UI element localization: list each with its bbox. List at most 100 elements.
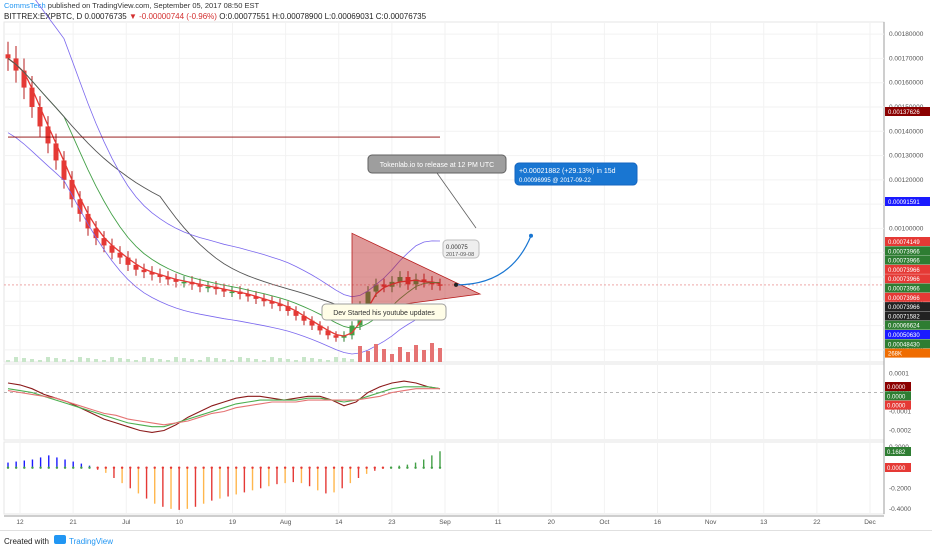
volume-bar <box>270 357 274 362</box>
price-tag <box>885 339 930 349</box>
x-tick-label: Nov <box>705 519 717 526</box>
y-tick-label: 0.00130000 <box>889 153 924 160</box>
histogram-dot <box>31 466 34 469</box>
volume-bar <box>190 359 194 362</box>
histogram-dot <box>349 466 352 469</box>
price-tag <box>885 274 930 284</box>
oscillator-line-2 <box>7 388 440 426</box>
volume-bar <box>174 357 178 362</box>
price-tag-label: 0.00091591 <box>888 200 920 206</box>
oscillator-tag <box>885 400 911 410</box>
histogram-dot <box>243 466 246 469</box>
candle-body <box>149 272 155 275</box>
histogram-dot <box>267 466 271 469</box>
price-tag-label: 0.00074149 <box>888 240 920 246</box>
price-tag <box>885 348 930 358</box>
histogram-dot <box>177 466 181 469</box>
volume-bar <box>398 347 402 362</box>
volume-bar <box>158 359 162 362</box>
histogram-dot <box>381 466 385 469</box>
price-tag <box>885 107 930 116</box>
price-tag <box>885 255 930 265</box>
volume-bar <box>22 358 26 362</box>
volume-bar <box>166 360 170 362</box>
y-tick-label: 0.00180000 <box>889 31 924 38</box>
histogram-dot <box>120 466 124 469</box>
volume-bar <box>414 345 418 362</box>
x-tick-label: 13 <box>760 519 768 526</box>
candle-body <box>333 335 339 338</box>
histogram-dot <box>340 466 344 469</box>
x-tick-label: 23 <box>388 519 396 526</box>
volume-bar <box>302 357 306 362</box>
volume-bar <box>286 359 290 362</box>
histogram-dot <box>6 466 10 469</box>
candle-body <box>301 315 307 321</box>
candle-body <box>421 279 427 282</box>
candle-body <box>309 320 315 326</box>
price-tag-label: 0.00048430 <box>888 342 920 348</box>
volume-bar <box>102 360 106 362</box>
histogram-dot <box>194 466 197 469</box>
price-tag <box>885 283 930 293</box>
tradingview-brand[interactable]: TradingView <box>69 537 114 546</box>
candle-body <box>253 296 259 299</box>
x-tick-label: Jul <box>122 519 131 526</box>
candle-body <box>5 54 11 59</box>
volume-bar <box>422 350 426 362</box>
candle-body <box>45 126 51 144</box>
symbol-name: BITTREX:EXPBTC, D <box>4 12 83 21</box>
histogram-dot <box>430 466 434 469</box>
publish-info: published on TradingView.com, September … <box>47 1 260 10</box>
candle-body <box>325 330 331 336</box>
histogram-dot <box>283 466 287 469</box>
annotation-pointer <box>436 172 477 229</box>
histogram-tag <box>885 463 911 472</box>
price-tag <box>885 320 930 330</box>
price-tag <box>885 197 930 206</box>
volume-bar <box>326 360 330 362</box>
volume-bar <box>126 359 130 362</box>
histogram-dot <box>202 466 205 469</box>
tradingview-logo-icon[interactable] <box>54 535 66 544</box>
candle-body <box>133 264 139 270</box>
bollinger-upper-line <box>35 0 441 298</box>
histogram-dot <box>169 466 173 469</box>
volume-bar <box>142 357 146 362</box>
triangle-pattern <box>351 232 482 312</box>
histogram-dot <box>39 466 42 469</box>
volume-bar <box>78 357 82 362</box>
x-tick-label: 22 <box>813 519 821 526</box>
histogram-dot <box>251 466 254 469</box>
oscillator-tag-label: 0.0000 <box>887 394 906 400</box>
price-marker-box <box>442 239 480 259</box>
candle-body <box>245 294 251 297</box>
candle-body <box>77 199 83 214</box>
volume-bar <box>182 358 186 362</box>
volume-bar <box>278 358 282 362</box>
price-tag <box>885 302 930 312</box>
oscillator-tag-label: 0.0000 <box>887 385 906 391</box>
oscillator-tick-label: -0.0001 <box>889 409 911 416</box>
x-tick-label: 19 <box>229 519 237 526</box>
x-tick-label: Aug <box>280 519 292 526</box>
histogram-dot <box>259 466 262 469</box>
histogram-dot <box>275 466 279 469</box>
histogram-dot <box>80 466 83 469</box>
price-tag <box>885 246 930 256</box>
candle-body <box>413 279 419 285</box>
histogram-tag-label: 0.1682 <box>887 450 906 456</box>
volume-bar <box>62 359 66 362</box>
histogram-dot <box>145 466 148 469</box>
candle-body <box>37 107 43 127</box>
chart-canvas[interactable]: 12 21 Jul 10 19 Aug 14 23 Sep 11 20 Oct 16 Nov 13 22 Dec… <box>0 0 932 530</box>
histogram-dot <box>226 466 230 469</box>
volume-bar <box>206 357 210 362</box>
volume-bar <box>70 360 74 362</box>
price-tag-label: 0.00073966 <box>888 259 920 265</box>
histogram-dot <box>357 466 360 469</box>
author-name[interactable]: CommsTech <box>4 1 46 10</box>
volume-bar <box>254 359 258 362</box>
candle-body <box>141 269 147 273</box>
volume-bar <box>342 358 346 362</box>
